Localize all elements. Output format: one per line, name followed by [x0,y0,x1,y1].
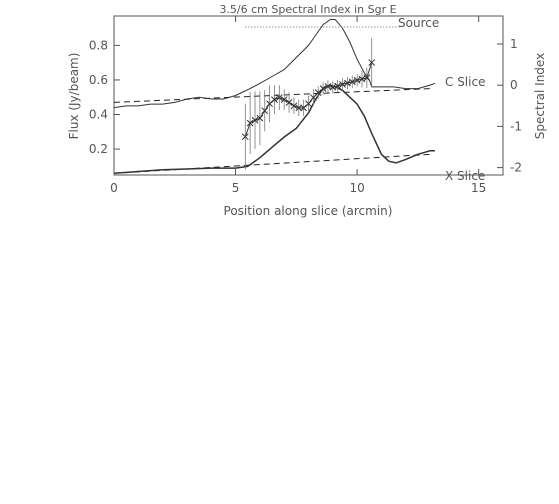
spectral-index-point [348,78,356,86]
x-marker-stroke [300,104,307,112]
spectral-index-point [329,83,337,91]
spectral-index-point [251,116,259,124]
spectral-index-point [271,96,278,103]
spectral-index-point [363,74,371,82]
spectral-index-point [266,100,273,108]
x-marker-stroke [266,100,273,108]
spectral-index-point [295,104,303,112]
x-marker-stroke [246,119,254,127]
y-tick-label: 0.6 [89,73,108,87]
x-marker-stroke [261,107,269,115]
y-tick-label: 0.2 [89,142,108,156]
y2-axis-label: Spectral Index [533,53,547,139]
x-marker-stroke [280,96,288,103]
x-marker-stroke [358,75,366,83]
spectral-index-point [241,133,249,141]
x-tick-label: 10 [349,181,364,195]
x-marker-stroke [353,76,361,84]
x-marker-stroke [285,99,293,106]
x-tick-label: 5 [232,181,240,195]
y-tick-label: 0.8 [89,38,108,52]
spectral-index-point [368,59,376,66]
x-marker-stroke [339,81,346,88]
x-marker-stroke [290,102,298,110]
x-tick-label: 0 [110,181,118,195]
x-axis-label: Position along slice (arcmin) [224,204,393,218]
plot-frame [113,15,504,176]
y-axis-label: Flux (Jy/beam) [67,53,81,140]
x-marker-stroke [344,79,351,87]
x-marker-stroke [314,89,322,96]
x-marker-stroke [329,83,337,91]
y2-tick-label: -1 [510,119,522,133]
y2-tick-label: -2 [510,161,522,175]
c-slice-annotation: C Slice [445,75,485,89]
spectral-index-point [246,119,254,127]
spectral-index-point [280,96,288,103]
spectral-index-point [339,81,346,88]
spectral-index-point [319,85,327,92]
x-marker-stroke [348,78,356,86]
x-marker-stroke [241,133,249,141]
spectral-index-point [353,76,361,84]
spectral-index-point [314,89,322,96]
x-marker-stroke [319,85,327,92]
spectral-index-point [290,102,298,110]
x-marker-stroke [271,96,278,103]
y2-tick-label: 0 [510,78,518,92]
series-line-0 [113,19,436,109]
x-marker-stroke [363,74,371,82]
x-marker-stroke [295,104,303,112]
spectral-index-point [305,100,312,108]
x-tick-label: 15 [471,181,486,195]
x-slice-annotation: X Slice [445,169,485,183]
series-line-2 [113,88,431,103]
y-tick-label: 0.4 [89,108,108,122]
x-marker-stroke [256,114,264,122]
spectral-index-point [256,114,264,122]
spectral-index-point [285,99,293,106]
spectral-index-point [275,94,283,101]
spectral-index-point [261,107,269,115]
spectral-index-point [300,104,307,112]
spectral-index-layer [241,37,376,170]
axes-layer: 0 5 10 15 0.2 0.4 0.6 0.8 -2 -1 0 1 [89,16,522,195]
spectral-index-point [344,79,351,87]
x-marker-stroke [334,82,342,90]
x-marker-stroke [305,100,312,108]
x-marker-stroke [251,116,259,124]
spectral-index-point [334,82,342,90]
chart-title: 3.5/6 cm Spectral Index in Sgr E [219,3,396,16]
spectral-index-point [358,75,366,83]
source-annotation: Source [398,16,439,30]
y2-tick-label: 1 [510,37,518,51]
x-marker-stroke [275,94,283,101]
x-marker-stroke [368,59,376,66]
